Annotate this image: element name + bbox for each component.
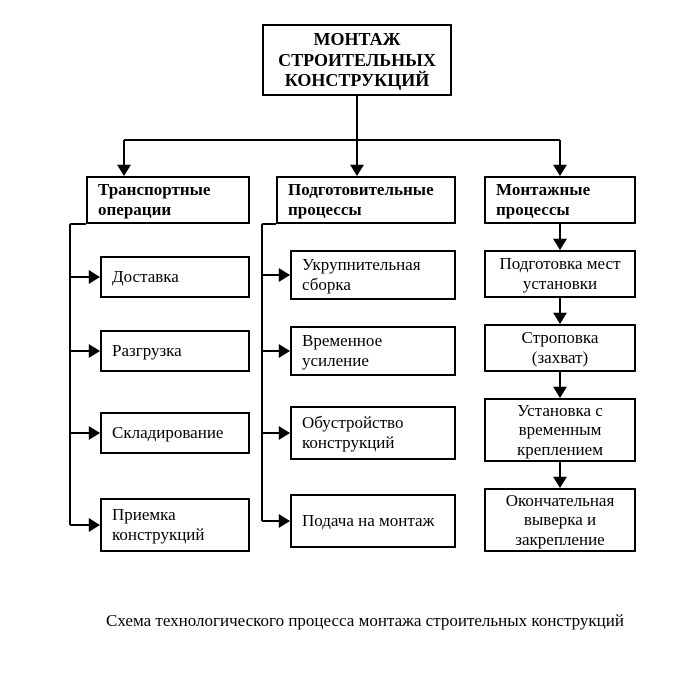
node-b0: Транспортные операции <box>86 176 250 224</box>
node-l1: Разгрузка <box>100 330 250 372</box>
node-root: МОНТАЖСТРОИТЕЛЬНЫХКОНСТРУКЦИЙ <box>262 24 452 96</box>
node-r0: Подготовка мест установки <box>484 250 636 298</box>
diagram-stage: Схема технологического процесса монтажа … <box>0 0 674 686</box>
node-l0: Доставка <box>100 256 250 298</box>
caption-text: Схема технологического процесса монтажа … <box>66 610 626 633</box>
node-b2: Монтажные процессы <box>484 176 636 224</box>
node-m0: Укрупнительная сборка <box>290 250 456 300</box>
node-m1: Временное усиление <box>290 326 456 376</box>
node-r3: Окончательная выверка и закрепление <box>484 488 636 552</box>
node-r1: Строповка (захват) <box>484 324 636 372</box>
node-m3: Подача на монтаж <box>290 494 456 548</box>
node-b1: Подготовительные процессы <box>276 176 456 224</box>
node-m2: Обустройство конструкций <box>290 406 456 460</box>
node-l3: Приемка конструкций <box>100 498 250 552</box>
node-l2: Складирование <box>100 412 250 454</box>
node-r2: Установка с временным креплением <box>484 398 636 462</box>
